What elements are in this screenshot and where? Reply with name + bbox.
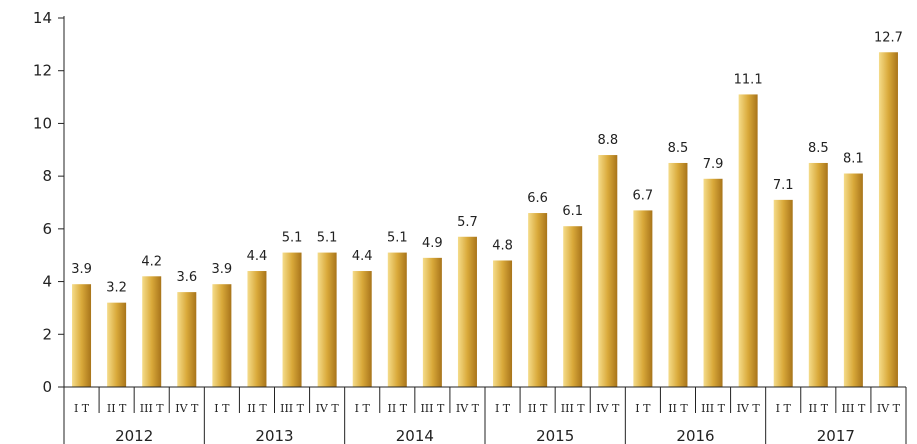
quarter-label: IV T xyxy=(316,402,340,415)
quarter-label: III T xyxy=(701,402,726,415)
bar xyxy=(387,252,407,387)
bar xyxy=(142,276,162,387)
data-label: 6.6 xyxy=(527,191,548,206)
quarter-label: IV T xyxy=(456,402,480,415)
data-label: 6.7 xyxy=(633,188,654,203)
data-label: 4.2 xyxy=(141,254,162,269)
quarter-label: III T xyxy=(561,402,586,415)
y-tick-label: 8 xyxy=(42,167,52,185)
y-tick-label: 14 xyxy=(33,9,52,27)
x-axis: I T II T III T IV T I T II T III T IV T I T II T I… xyxy=(63,386,907,444)
data-label: 4.4 xyxy=(352,249,373,264)
bar xyxy=(422,257,442,387)
bar xyxy=(493,260,513,387)
y-tick-label: 6 xyxy=(42,220,52,238)
data-label: 7.9 xyxy=(703,157,724,172)
bar xyxy=(598,155,618,387)
year-label: 2016 xyxy=(676,427,714,444)
year-label: 2015 xyxy=(536,427,574,444)
y-tick-label: 4 xyxy=(42,273,52,291)
data-label: 5.7 xyxy=(457,215,478,230)
y-tick-label: 2 xyxy=(42,325,52,343)
quarter-label: I T xyxy=(495,402,511,415)
data-label: 3.9 xyxy=(212,262,233,277)
quarter-label: III T xyxy=(420,402,445,415)
data-label: 12.7 xyxy=(874,30,903,45)
data-label: 3.2 xyxy=(106,281,127,296)
data-label: 5.1 xyxy=(387,231,408,246)
y-tick-label: 12 xyxy=(33,62,52,80)
bar xyxy=(317,252,337,387)
bar xyxy=(668,162,688,387)
bar xyxy=(212,284,232,387)
data-label: 5.1 xyxy=(282,231,303,246)
data-label: 11.1 xyxy=(734,72,763,87)
year-label: 2017 xyxy=(817,427,855,444)
data-label: 8.1 xyxy=(843,152,864,167)
data-label: 8.5 xyxy=(668,141,689,156)
bar xyxy=(352,271,372,387)
bar xyxy=(528,213,548,387)
data-label: 6.1 xyxy=(562,204,583,219)
bar xyxy=(808,162,828,387)
bars: 3.9 3.2 4.2 3.6 3.9 4.4 5.1 5.1 4.4 5.1 4.9 5.7 4.8 6… xyxy=(71,30,903,388)
quarter-label: III T xyxy=(280,402,305,415)
data-label: 8.8 xyxy=(597,133,618,148)
bar xyxy=(878,52,898,388)
quarter-label: II T xyxy=(247,402,267,415)
y-tick-label: 0 xyxy=(42,378,52,396)
bar xyxy=(72,284,92,387)
data-label: 5.1 xyxy=(317,231,338,246)
quarter-label: II T xyxy=(388,402,408,415)
quarter-label: II T xyxy=(668,402,688,415)
data-label: 8.5 xyxy=(808,141,829,156)
bar xyxy=(563,226,583,387)
y-axis: 0 2 4 6 8 10 12 14 xyxy=(33,9,65,396)
y-tick-label: 10 xyxy=(33,114,52,132)
data-label: 4.8 xyxy=(492,238,513,253)
quarter-label: IV T xyxy=(596,402,620,415)
data-label: 7.1 xyxy=(773,178,794,193)
quarter-label: II T xyxy=(809,402,829,415)
quarter-label: II T xyxy=(528,402,548,415)
quarter-label: I T xyxy=(214,402,230,415)
bar xyxy=(738,94,758,387)
bar xyxy=(843,173,863,387)
quarter-label: II T xyxy=(107,402,127,415)
quarter-label: I T xyxy=(74,402,90,415)
quarter-label: I T xyxy=(776,402,792,415)
quarter-label: IV T xyxy=(737,402,761,415)
year-label: 2014 xyxy=(396,427,434,444)
quarter-label: I T xyxy=(355,402,371,415)
year-label: 2013 xyxy=(255,427,293,444)
data-label: 4.4 xyxy=(247,249,268,264)
bar xyxy=(773,199,793,387)
quarter-label: III T xyxy=(140,402,165,415)
bar xyxy=(633,210,653,387)
bar xyxy=(703,178,723,387)
quarter-label: IV T xyxy=(175,402,199,415)
bar xyxy=(107,302,127,387)
quarter-label: III T xyxy=(841,402,866,415)
quarter-label: IV T xyxy=(877,402,901,415)
data-label: 3.6 xyxy=(176,270,197,285)
quarter-label: I T xyxy=(635,402,651,415)
bar xyxy=(457,236,477,387)
data-label: 4.9 xyxy=(422,236,443,251)
data-label: 3.9 xyxy=(71,262,92,277)
bar xyxy=(247,271,267,387)
bar xyxy=(282,252,302,387)
year-label: 2012 xyxy=(115,427,153,444)
bar xyxy=(177,292,197,387)
